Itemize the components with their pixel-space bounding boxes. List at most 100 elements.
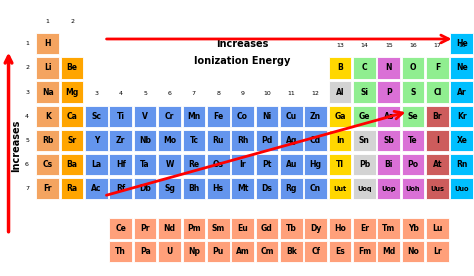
Text: Nd: Nd (164, 224, 175, 233)
Text: Ni: Ni (263, 112, 272, 121)
Text: Lr: Lr (433, 247, 442, 256)
Text: Uoh: Uoh (406, 186, 420, 192)
FancyBboxPatch shape (450, 33, 473, 54)
FancyBboxPatch shape (377, 81, 400, 103)
Text: Es: Es (335, 247, 345, 256)
FancyBboxPatch shape (36, 154, 59, 175)
Text: 1: 1 (25, 41, 29, 46)
FancyBboxPatch shape (426, 218, 449, 239)
FancyBboxPatch shape (353, 218, 376, 239)
Text: Se: Se (408, 112, 419, 121)
Text: U: U (166, 247, 173, 256)
FancyBboxPatch shape (377, 57, 400, 79)
FancyBboxPatch shape (36, 106, 59, 127)
FancyBboxPatch shape (304, 130, 327, 151)
Text: Sm: Sm (211, 224, 225, 233)
Text: Fe: Fe (213, 112, 223, 121)
FancyBboxPatch shape (109, 130, 132, 151)
FancyBboxPatch shape (450, 106, 473, 127)
FancyBboxPatch shape (353, 81, 376, 103)
FancyBboxPatch shape (353, 57, 376, 79)
FancyBboxPatch shape (280, 241, 302, 262)
Text: Hs: Hs (213, 184, 224, 193)
Text: Sn: Sn (359, 136, 370, 145)
FancyBboxPatch shape (61, 57, 83, 79)
FancyBboxPatch shape (85, 130, 108, 151)
Text: Zr: Zr (116, 136, 126, 145)
FancyBboxPatch shape (353, 106, 376, 127)
Text: Np: Np (188, 247, 200, 256)
Text: Na: Na (42, 87, 54, 97)
Text: Xe: Xe (456, 136, 467, 145)
Text: 15: 15 (385, 43, 392, 48)
Text: Li: Li (44, 63, 52, 73)
Text: Pd: Pd (261, 136, 273, 145)
FancyBboxPatch shape (134, 130, 156, 151)
Text: Uop: Uop (382, 186, 396, 192)
FancyBboxPatch shape (231, 106, 254, 127)
FancyBboxPatch shape (328, 178, 351, 199)
Text: Lu: Lu (432, 224, 443, 233)
FancyBboxPatch shape (426, 241, 449, 262)
FancyBboxPatch shape (328, 81, 351, 103)
Text: Eu: Eu (237, 224, 248, 233)
FancyBboxPatch shape (36, 81, 59, 103)
FancyBboxPatch shape (402, 178, 424, 199)
Text: As: As (383, 112, 394, 121)
Text: Rf: Rf (116, 184, 126, 193)
Text: C: C (362, 63, 367, 73)
Text: Re: Re (188, 160, 200, 169)
FancyBboxPatch shape (158, 154, 181, 175)
Text: Be: Be (66, 63, 78, 73)
Text: Bh: Bh (188, 184, 200, 193)
Text: Mg: Mg (65, 87, 79, 97)
FancyBboxPatch shape (231, 130, 254, 151)
Text: I: I (436, 136, 439, 145)
FancyBboxPatch shape (377, 154, 400, 175)
Text: In: In (336, 136, 344, 145)
FancyBboxPatch shape (377, 106, 400, 127)
FancyBboxPatch shape (255, 218, 278, 239)
FancyBboxPatch shape (231, 241, 254, 262)
Text: 2: 2 (25, 65, 29, 70)
FancyBboxPatch shape (85, 106, 108, 127)
FancyBboxPatch shape (280, 154, 302, 175)
Text: Si: Si (360, 87, 368, 97)
FancyBboxPatch shape (377, 178, 400, 199)
FancyBboxPatch shape (402, 241, 424, 262)
FancyBboxPatch shape (207, 154, 229, 175)
FancyBboxPatch shape (109, 178, 132, 199)
FancyBboxPatch shape (353, 178, 376, 199)
Text: 2: 2 (70, 19, 74, 24)
Text: 12: 12 (312, 91, 319, 96)
Text: Sb: Sb (383, 136, 394, 145)
Text: S: S (410, 87, 416, 97)
FancyBboxPatch shape (304, 241, 327, 262)
Text: W: W (165, 160, 173, 169)
FancyBboxPatch shape (328, 218, 351, 239)
Text: Ir: Ir (239, 160, 246, 169)
Text: Tc: Tc (190, 136, 199, 145)
Text: Db: Db (139, 184, 151, 193)
Text: Ge: Ge (359, 112, 370, 121)
Text: 11: 11 (287, 91, 295, 96)
Text: Mt: Mt (237, 184, 248, 193)
Text: 17: 17 (434, 43, 441, 48)
FancyBboxPatch shape (182, 106, 205, 127)
Text: 5: 5 (143, 91, 147, 96)
FancyBboxPatch shape (450, 154, 473, 175)
FancyBboxPatch shape (426, 130, 449, 151)
Text: 6: 6 (25, 162, 29, 167)
FancyBboxPatch shape (85, 154, 108, 175)
Text: K: K (45, 112, 51, 121)
FancyBboxPatch shape (61, 81, 83, 103)
Text: Ru: Ru (212, 136, 224, 145)
FancyBboxPatch shape (109, 106, 132, 127)
Text: 13: 13 (336, 43, 344, 48)
FancyBboxPatch shape (450, 81, 473, 103)
FancyBboxPatch shape (61, 106, 83, 127)
Text: 6: 6 (168, 91, 172, 96)
FancyBboxPatch shape (158, 130, 181, 151)
FancyBboxPatch shape (134, 178, 156, 199)
Text: Ds: Ds (262, 184, 273, 193)
